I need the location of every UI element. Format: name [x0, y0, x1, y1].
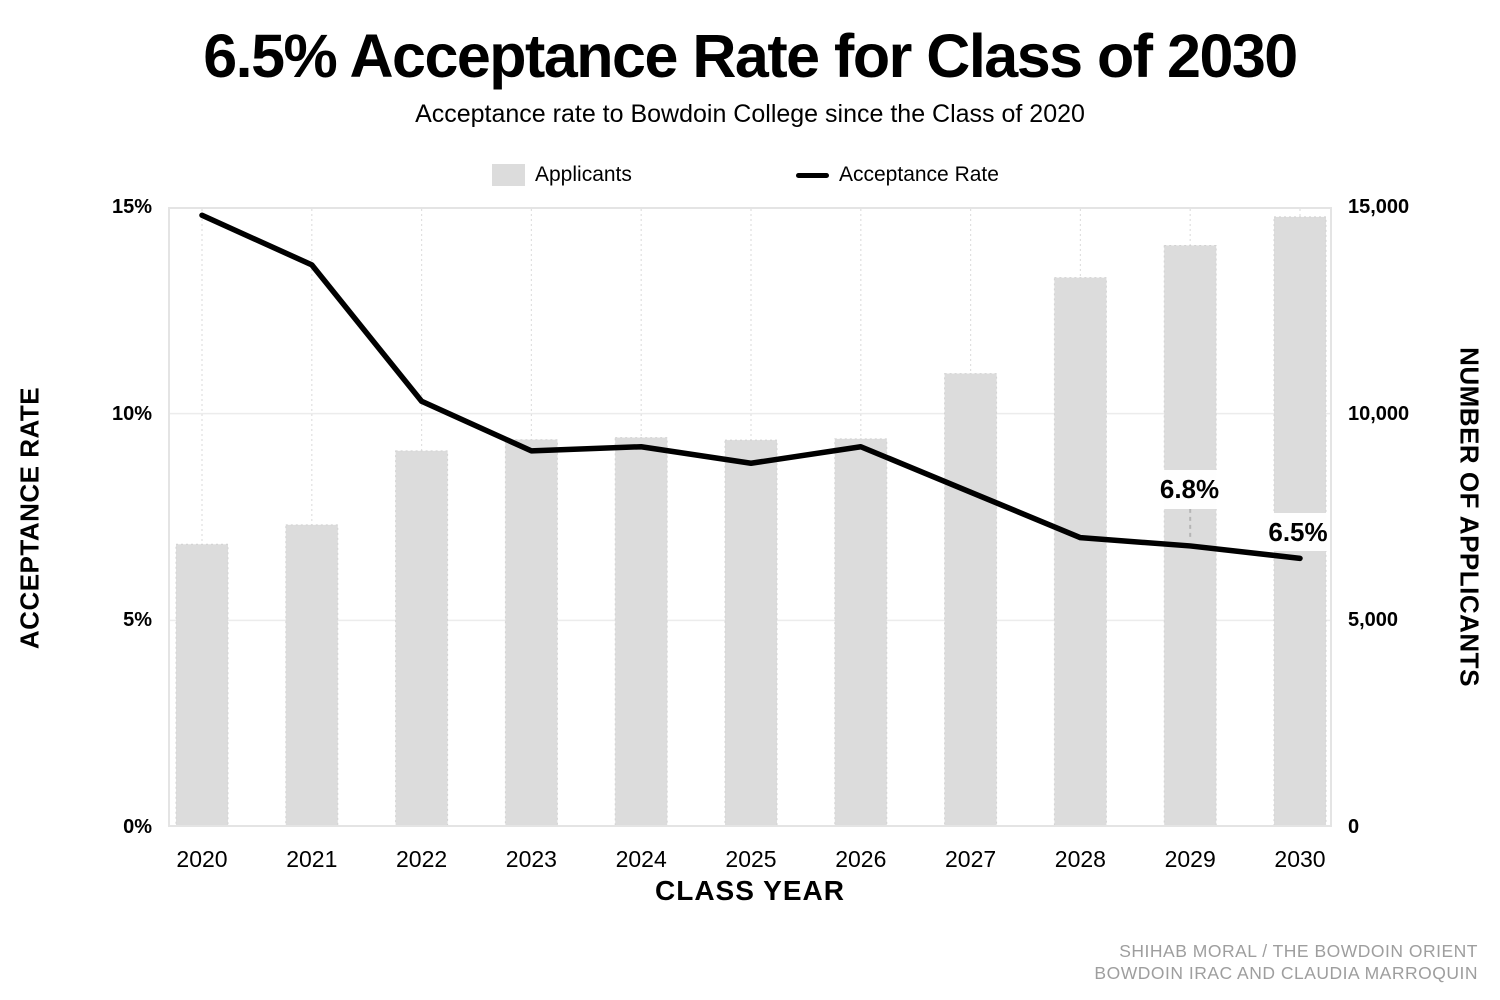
chart-title: 6.5% Acceptance Rate for Class of 2030 — [203, 22, 1298, 90]
right-tick-10,000: 10,000 — [1348, 402, 1410, 425]
x-tick-2023: 2023 — [505, 846, 557, 872]
chart-subtitle: Acceptance rate to Bowdoin College since… — [415, 100, 1085, 128]
bar-applicants-2024 — [614, 437, 668, 827]
plot-border — [168, 207, 1332, 827]
x-tick-2030: 2030 — [1274, 846, 1326, 872]
credit-line-2: BOWDOIN IRAC AND CLAUDIA MARROQUIN — [1094, 962, 1478, 983]
bar-applicants-2025 — [724, 439, 778, 827]
x-tick-2029: 2029 — [1164, 846, 1216, 872]
left-tick-15%: 15% — [111, 196, 152, 218]
legend-label-applicants: Applicants — [535, 163, 632, 186]
bar-applicants-2026 — [834, 438, 888, 827]
x-tick-2027: 2027 — [945, 846, 997, 872]
acceptance-rate-swatch-icon — [796, 172, 829, 178]
x-tick-2020: 2020 — [176, 846, 228, 872]
x-tick-2025: 2025 — [725, 846, 777, 872]
legend-item-acceptance-rate: Acceptance Rate — [796, 163, 999, 187]
x-tick-2028: 2028 — [1054, 846, 1106, 872]
bar-applicants-2023 — [504, 439, 558, 827]
legend-item-applicants: Applicants — [492, 163, 632, 187]
right-tick-0: 0 — [1348, 816, 1360, 838]
x-tick-2026: 2026 — [835, 846, 887, 872]
credit-block: SHIHAB MORAL / THE BOWDOIN ORIENT BOWDOI… — [1094, 941, 1478, 984]
chart-plot-area — [168, 207, 1332, 827]
annotation-2029: 6.8% — [1157, 470, 1222, 509]
x-tick-2022: 2022 — [396, 846, 448, 872]
x-axis-title: CLASS YEAR — [655, 875, 845, 906]
x-tick-2024: 2024 — [615, 846, 667, 872]
applicants-swatch-icon — [492, 164, 525, 186]
bar-applicants-2020 — [175, 543, 229, 827]
right-tick-5,000: 5,000 — [1348, 609, 1399, 632]
right-tick-15,000: 15,000 — [1348, 196, 1410, 218]
right-axis-title: NUMBER OF APPLICANTS — [1454, 347, 1485, 687]
bar-applicants-2021 — [285, 524, 339, 827]
legend-label-acceptance-rate: Acceptance Rate — [839, 163, 999, 186]
bar-applicants-2028 — [1053, 277, 1107, 827]
left-tick-0%: 0% — [123, 816, 152, 838]
credit-line-1: SHIHAB MORAL / THE BOWDOIN ORIENT — [1119, 941, 1478, 961]
left-tick-10%: 10% — [111, 402, 152, 425]
annotation-2029-label: 6.8% — [1159, 474, 1220, 504]
acceptance-rate-line — [199, 212, 1303, 562]
left-tick-5%: 5% — [123, 609, 152, 632]
bar-applicants-2022 — [395, 450, 449, 827]
annotation-2030: 6.5% — [1266, 513, 1330, 551]
x-tick-2021: 2021 — [286, 846, 338, 872]
annotation-2030-label: 6.5% — [1268, 516, 1328, 547]
bar-applicants-2027 — [944, 373, 998, 827]
